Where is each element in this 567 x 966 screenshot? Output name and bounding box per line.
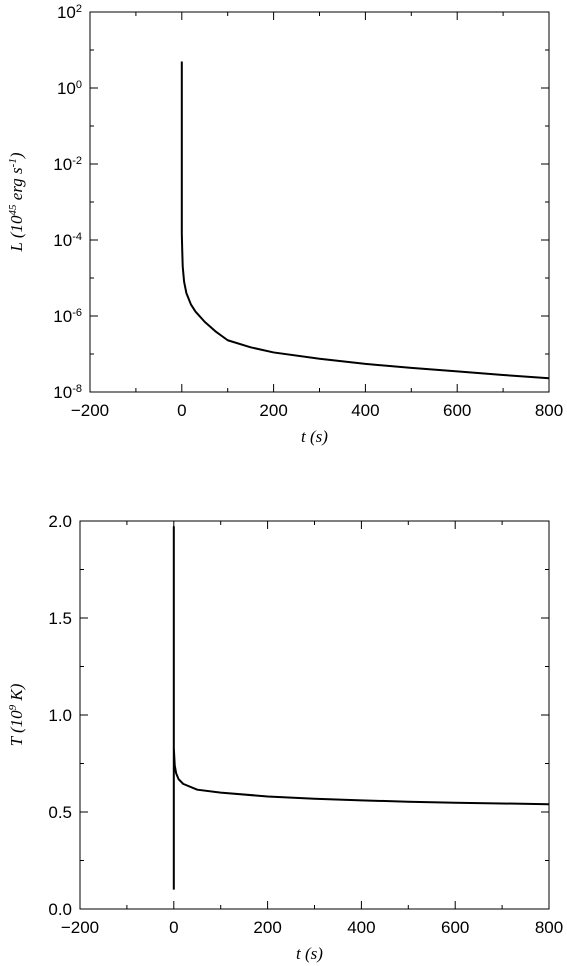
x-axis-label: t (s) bbox=[296, 944, 323, 963]
x-tick-label: 600 bbox=[443, 401, 471, 420]
data-line bbox=[180, 61, 550, 380]
y-tick-label: 1.5 bbox=[48, 609, 72, 628]
x-axis-label: t (s) bbox=[301, 427, 328, 446]
y-tick-label: 10-4 bbox=[53, 231, 82, 250]
x-tick-label: 200 bbox=[253, 918, 281, 937]
x-tick-label: 400 bbox=[351, 401, 379, 420]
x-tick-label: −200 bbox=[61, 918, 99, 937]
x-tick-label: 200 bbox=[259, 401, 287, 420]
data-line bbox=[172, 525, 550, 890]
y-axis-label: L (1045 erg s-1) bbox=[7, 152, 26, 252]
y-axis-label: T (109 K) bbox=[7, 683, 26, 746]
x-tick-label: 600 bbox=[441, 918, 469, 937]
y-tick-label: 10-2 bbox=[53, 155, 82, 174]
y-tick-label: 0.0 bbox=[48, 900, 72, 919]
plot-frame bbox=[89, 11, 550, 393]
y-tick-label: 2.0 bbox=[48, 512, 72, 531]
y-tick-label: 10-8 bbox=[53, 383, 82, 402]
y-tick-label: 0.5 bbox=[48, 803, 72, 822]
plot-frame bbox=[79, 520, 550, 910]
x-tick-label: 800 bbox=[535, 401, 563, 420]
x-tick-label: 800 bbox=[535, 918, 563, 937]
y-tick-label: 102 bbox=[57, 3, 82, 22]
x-tick-label: 0 bbox=[177, 401, 186, 420]
x-tick-label: −200 bbox=[71, 401, 109, 420]
y-tick-label: 1.0 bbox=[48, 706, 72, 725]
y-tick-label: 10-6 bbox=[53, 307, 82, 326]
x-tick-label: 400 bbox=[347, 918, 375, 937]
y-tick-label: 100 bbox=[57, 79, 82, 98]
x-tick-label: 0 bbox=[169, 918, 178, 937]
